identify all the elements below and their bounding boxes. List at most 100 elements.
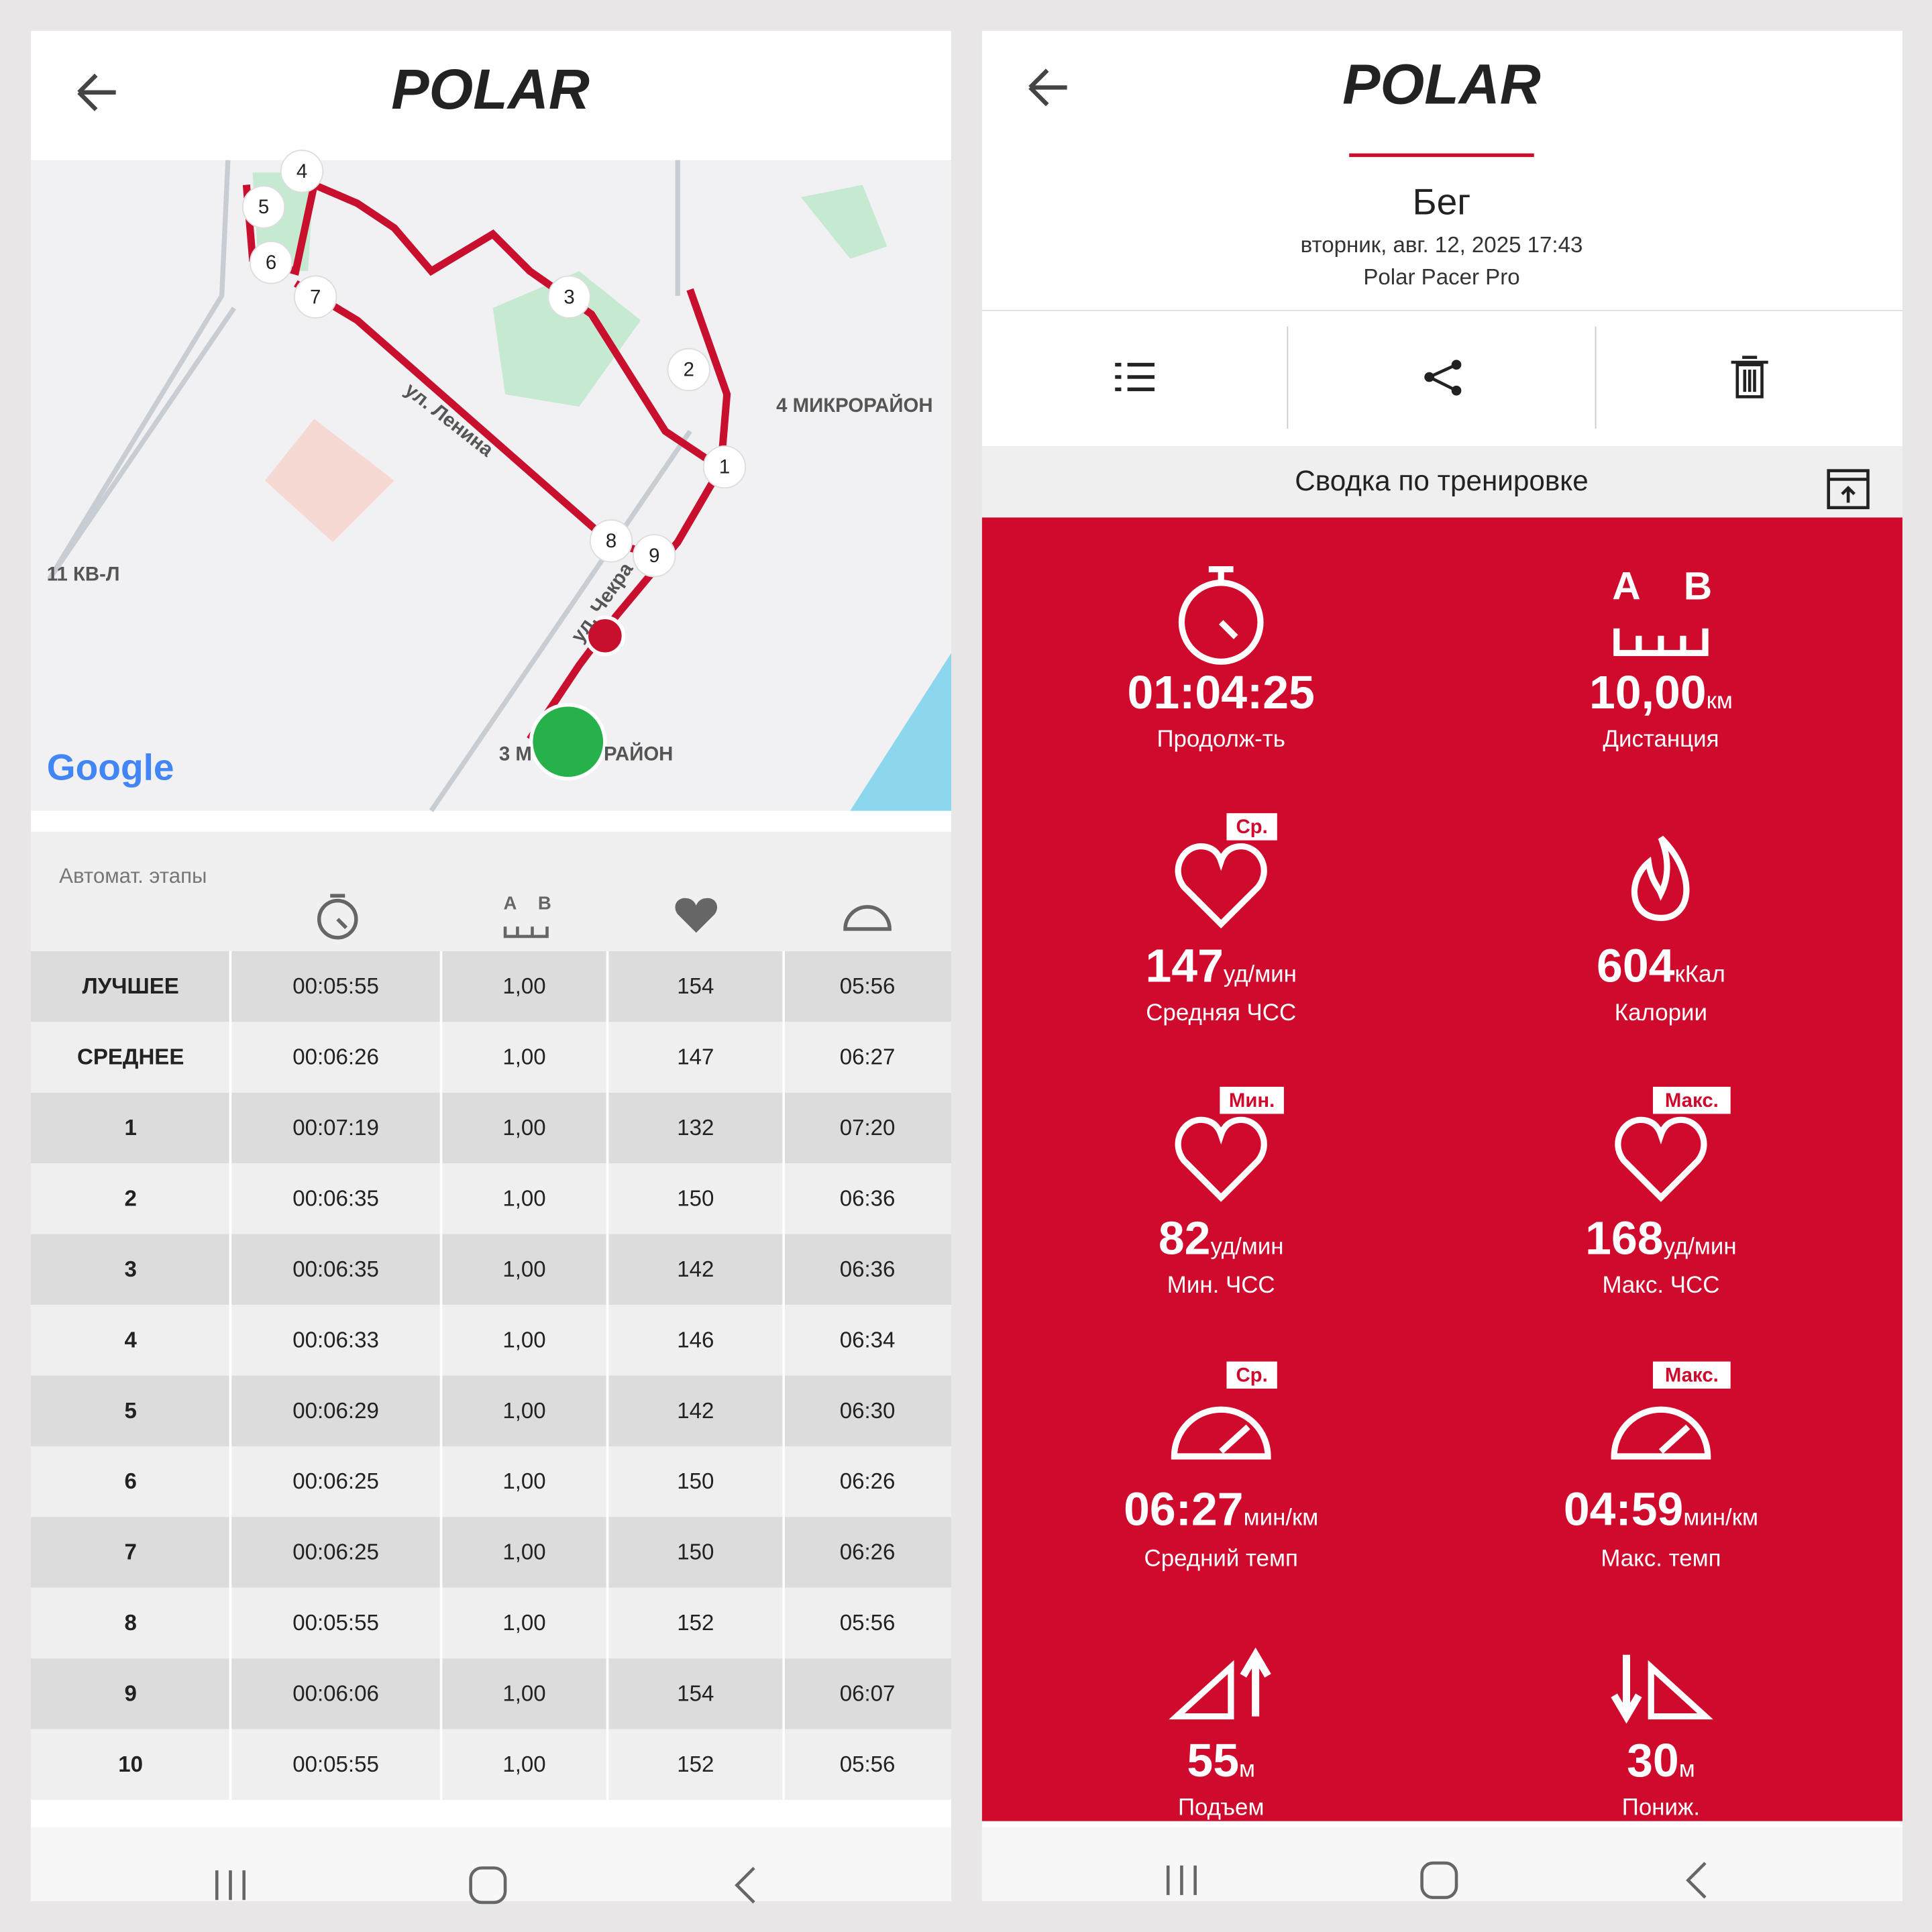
lap-cell: 00:05:55 [292, 1611, 379, 1635]
lap-marker [547, 275, 591, 319]
lap-row [30, 1234, 951, 1305]
lap-cell: 154 [677, 974, 714, 999]
stat-label: Мин. ЧСС [1167, 1272, 1275, 1298]
stat-label: Макс. ЧСС [1602, 1272, 1719, 1298]
stat-unit: кКал [1674, 961, 1725, 987]
lap-cell: 1,00 [502, 1752, 545, 1777]
distance-icon-letter: A [1612, 564, 1640, 608]
stat-badge [1220, 1087, 1284, 1114]
stat-badge-label: Макс. [1665, 1364, 1719, 1386]
stat-unit: м [1679, 1756, 1695, 1782]
stat-unit: уд/мин [1210, 1234, 1283, 1260]
export-button[interactable] [1827, 469, 1870, 510]
summary-header [981, 445, 1902, 518]
lap-marker [589, 519, 633, 563]
stat-label: Пониж. [1622, 1794, 1700, 1821]
lap-cell: 1,00 [502, 974, 545, 999]
nav-back[interactable] [735, 1866, 755, 1904]
lap-name: 7 [124, 1540, 136, 1565]
lap-row [30, 1305, 951, 1376]
lap-marker-label: 9 [649, 545, 659, 567]
lap-marker-label: 7 [310, 286, 321, 308]
lap-row [30, 1587, 951, 1659]
lap-cell: 1,00 [502, 1399, 545, 1424]
stat-value: 30 [1627, 1735, 1679, 1787]
device-name: Polar Pacer Pro [1363, 265, 1519, 290]
distance-icon-letter: B [538, 892, 551, 913]
lap-cell: 00:06:29 [292, 1399, 379, 1424]
brand-logo: POLAR [1342, 53, 1541, 116]
lap-cell: 06:26 [840, 1469, 896, 1494]
road [47, 160, 692, 812]
stat-badge [1226, 813, 1277, 841]
google-logo: Google [47, 747, 174, 788]
lap-cell: 05:56 [840, 1611, 896, 1635]
lap-marker-label: 8 [606, 530, 616, 552]
stat-value: 01:04:25 [1128, 666, 1315, 718]
lap-marker [294, 275, 337, 319]
stat-icon [1169, 1647, 1271, 1720]
stat-unit: уд/мин [1664, 1234, 1737, 1260]
lap-cell: 142 [677, 1399, 714, 1424]
stat-icon [1171, 1406, 1271, 1460]
map-label: 11 КВ-Л [47, 564, 120, 586]
lap-cell: 06:34 [840, 1328, 896, 1352]
list-button[interactable] [1115, 362, 1155, 392]
lap-cell: 00:06:06 [292, 1682, 379, 1707]
nav-recent[interactable] [1166, 1865, 1197, 1895]
lap-marker-label: 3 [564, 286, 574, 308]
nav-home[interactable] [469, 1866, 507, 1904]
stat-value: 04:59 [1564, 1483, 1683, 1536]
nav-home[interactable] [1420, 1861, 1458, 1899]
stat-value-line: 01:04:25 [1128, 666, 1315, 718]
lap-marker-label: 2 [684, 359, 694, 381]
lap-row [30, 1022, 951, 1093]
stat-badge-label: Ср. [1236, 816, 1267, 838]
summary-panel [981, 517, 1902, 1821]
lap-cell: 1,00 [502, 1328, 545, 1352]
lap-cell: 152 [677, 1752, 714, 1777]
map-label: 3 М [499, 743, 532, 765]
stat-value-line: 10,00км [1589, 666, 1733, 718]
stat-value-line: 04:59мин/км [1564, 1483, 1758, 1536]
stat-value: 82 [1159, 1212, 1211, 1265]
lap-cell: 06:26 [840, 1540, 896, 1565]
lap-marker-label: 1 [719, 456, 730, 478]
stat-unit: м [1239, 1756, 1255, 1782]
nav-bar [30, 1827, 951, 1902]
stat-value-line: 168уд/мин [1585, 1212, 1736, 1265]
lap-cell: 06:07 [840, 1682, 896, 1707]
lap-marker-label: 6 [266, 252, 276, 274]
lap-row [30, 1658, 951, 1729]
route [242, 158, 731, 742]
lap-marker [667, 347, 710, 392]
lap-row [30, 1163, 951, 1234]
nav-back[interactable] [1686, 1862, 1707, 1899]
stat-label: Продолж-ть [1157, 726, 1285, 752]
nav-recent[interactable] [215, 1870, 246, 1900]
lap-cell: 147 [677, 1045, 714, 1070]
lap-cell: 00:06:33 [292, 1328, 379, 1352]
share-button[interactable] [1424, 360, 1462, 396]
back-button[interactable] [77, 73, 116, 111]
delete-button[interactable] [1731, 356, 1768, 398]
heart-icon [675, 898, 718, 933]
stat-label: Калории [1615, 1000, 1707, 1026]
stat-label: Средняя ЧСС [1146, 1000, 1296, 1026]
lap-cell: 07:20 [840, 1116, 896, 1140]
lap-cell: 00:06:35 [292, 1187, 379, 1212]
time-icon [317, 898, 358, 940]
lap-cell: 00:06:35 [292, 1257, 379, 1282]
stat-label: Макс. темп [1601, 1546, 1721, 1572]
stat-badge-label: Ср. [1236, 1364, 1267, 1386]
lap-cell: 1,00 [502, 1045, 545, 1070]
laps-title: Автомат. этапы [59, 864, 207, 888]
back-button[interactable] [1028, 68, 1067, 107]
lap-cell: 1,00 [502, 1469, 545, 1494]
map-label: РАЙОН [604, 743, 673, 765]
stat-label: Подъем [1178, 1794, 1264, 1821]
distance-icon-letter: A [503, 892, 517, 913]
lap-row [30, 1375, 951, 1446]
